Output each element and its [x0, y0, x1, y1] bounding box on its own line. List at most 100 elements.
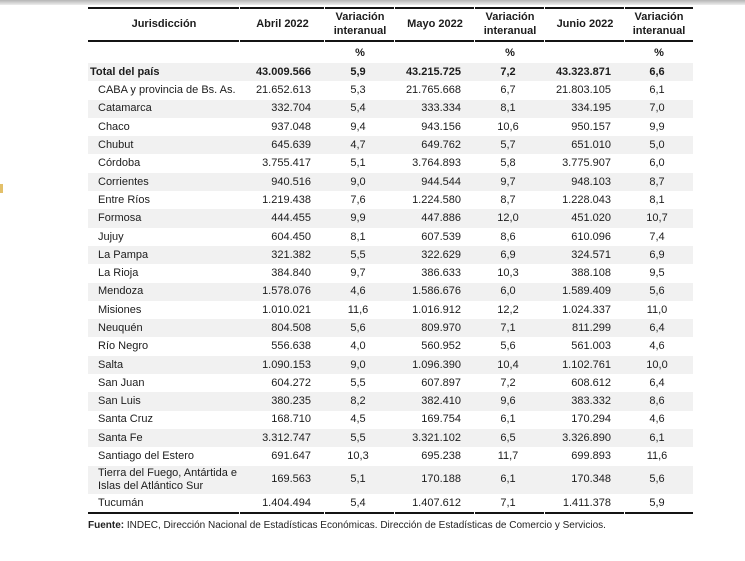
value-cell: 384.840 [271, 267, 311, 280]
value-cell: 1.578.076 [262, 285, 311, 298]
variation-cell: 11,6 [347, 303, 369, 316]
variation-cell: 4,6 [649, 340, 665, 353]
value-cell: 43.009.566 [255, 65, 311, 78]
value-cell: 388.108 [571, 267, 611, 280]
column-header-6: Variación interanual [632, 11, 686, 37]
variation-cell: 4,6 [649, 413, 665, 426]
value-cell: 944.544 [421, 175, 461, 188]
variation-cell: 5,1 [350, 473, 366, 486]
value-cell: 556.638 [271, 340, 311, 353]
value-cell: 168.710 [271, 413, 311, 426]
jurisdiccion-cell: Santiago del Estero [98, 450, 195, 463]
jurisdiccion-cell: Jujuy [98, 230, 124, 243]
value-cell: 1.224.580 [412, 193, 461, 206]
value-cell: 447.886 [421, 212, 461, 225]
jurisdiccion-cell: La Rioja [98, 267, 139, 280]
unit-percent-label: % [505, 46, 515, 59]
column-header-5: Junio 2022 [556, 17, 614, 30]
table-body: Total del país 43.009.566 5,9 43.215.725 7,2… [88, 63, 693, 512]
variation-cell: 8,6 [649, 395, 665, 408]
table-row: Chaco 937.048 9,4 943.156 10,6 950.157 9,9 [88, 118, 693, 136]
variation-cell: 5,6 [350, 321, 366, 334]
value-cell: 1.411.378 [562, 496, 611, 509]
column-header-3: Mayo 2022 [407, 17, 463, 30]
variation-cell: 8,7 [500, 193, 516, 206]
value-cell: 170.348 [571, 473, 611, 486]
value-cell: 1.102.761 [562, 358, 611, 371]
table-row: Misiones 1.010.021 11,6 1.016.912 12,2 1.024.… [88, 301, 693, 319]
table-top-rule [88, 7, 693, 9]
value-cell: 948.103 [571, 175, 611, 188]
variation-cell: 10,4 [497, 358, 519, 371]
value-cell: 1.228.043 [562, 193, 611, 206]
value-cell: 604.450 [271, 230, 311, 243]
variation-cell: 5,6 [500, 340, 516, 353]
jurisdiccion-cell: Córdoba [98, 157, 141, 170]
table-row: San Juan 604.272 5,5 607.897 7,2 608.612 6,4 [88, 374, 693, 392]
jurisdiccion-cell: La Pampa [98, 248, 149, 261]
value-cell: 43.323.871 [555, 65, 611, 78]
table-row: Total del país 43.009.566 5,9 43.215.725 7,2… [88, 63, 693, 82]
variation-cell: 6,1 [500, 413, 516, 426]
variation-cell: 11,7 [497, 450, 519, 463]
value-cell: 321.382 [271, 248, 311, 261]
value-cell: 21.765.668 [405, 84, 461, 97]
variation-cell: 8,6 [500, 230, 516, 243]
variation-cell: 5,4 [350, 102, 366, 115]
value-cell: 607.539 [421, 230, 461, 243]
value-cell: 695.238 [421, 450, 461, 463]
variation-cell: 5,7 [500, 139, 516, 152]
variation-cell: 4,0 [350, 340, 366, 353]
jurisdiccion-cell: San Juan [98, 376, 145, 389]
variation-cell: 8,2 [350, 395, 366, 408]
value-cell: 804.508 [271, 321, 311, 334]
value-cell: 649.762 [421, 139, 461, 152]
value-cell: 1.096.390 [412, 358, 461, 371]
table-row: Tucumán 1.404.494 5,4 1.407.612 7,1 1.411.378… [88, 494, 693, 512]
value-cell: 3.775.907 [562, 157, 611, 170]
value-cell: 170.294 [571, 413, 611, 426]
column-header-2: Variación interanual [333, 11, 387, 37]
table-row: Chubut 645.639 4,7 649.762 5,7 651.010 5,0 [88, 136, 693, 155]
variation-cell: 7,6 [350, 193, 366, 206]
table-row: La Rioja 384.840 9,7 386.633 10,3 388.108 9,5 [88, 264, 693, 282]
variation-cell: 6,0 [500, 285, 516, 298]
variation-cell: 5,8 [500, 157, 516, 170]
value-cell: 645.639 [271, 139, 311, 152]
variation-cell: 5,5 [350, 376, 366, 389]
value-cell: 3.312.747 [262, 431, 311, 444]
variation-cell: 6,9 [500, 248, 516, 261]
column-header-0: Jurisdicción [131, 17, 197, 30]
table-bottom-rule [88, 512, 693, 515]
jurisdiccion-cell: Chubut [98, 139, 134, 152]
variation-cell: 6,5 [500, 431, 516, 444]
jurisdiccion-cell: Chaco [98, 120, 130, 133]
unit-percent-label: % [355, 46, 365, 59]
value-cell: 3.764.893 [412, 157, 461, 170]
value-cell: 607.897 [421, 376, 461, 389]
value-cell: 1.090.153 [262, 358, 311, 371]
variation-cell: 9,9 [350, 212, 366, 225]
value-cell: 691.647 [271, 450, 311, 463]
variation-cell: 5,6 [649, 285, 665, 298]
variation-cell: 9,7 [500, 175, 516, 188]
table-row: Tierra del Fuego, Antártida e Islas del … [88, 465, 693, 494]
value-cell: 334.195 [571, 102, 611, 115]
variation-cell: 10,6 [497, 120, 519, 133]
variation-cell: 5,5 [350, 431, 366, 444]
variation-cell: 7,4 [649, 230, 665, 243]
jurisdiccion-cell: Total del país [90, 65, 160, 78]
table-row: La Pampa 321.382 5,5 322.629 6,9 324.571 6,9 [88, 245, 693, 265]
value-cell: 608.612 [571, 376, 611, 389]
window-top-edge [0, 0, 745, 5]
variation-cell: 4,5 [350, 413, 366, 426]
variation-cell: 4,7 [350, 139, 366, 152]
value-cell: 561.003 [571, 340, 611, 353]
value-cell: 610.096 [571, 230, 611, 243]
column-header-4: Variación interanual [483, 11, 537, 37]
value-cell: 333.334 [421, 102, 461, 115]
jurisdiccion-cell: Formosa [98, 212, 142, 225]
variation-cell: 12,0 [497, 212, 519, 225]
value-cell: 1.219.438 [262, 193, 311, 206]
value-cell: 43.215.725 [405, 65, 461, 78]
